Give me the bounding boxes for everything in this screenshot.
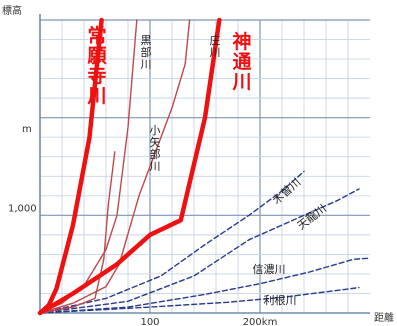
- x-tick-label: 200km: [243, 317, 278, 326]
- series-label-char: 矢: [150, 135, 161, 149]
- series-lines: [37, 17, 369, 316]
- x-tick-label: 100: [140, 317, 159, 326]
- series-label-char: 願: [87, 45, 107, 67]
- y-axis-title: 標高: [2, 4, 22, 17]
- series-label-char: 神: [232, 30, 251, 53]
- series-label-char: 通: [232, 51, 252, 73]
- series-line: [39, 257, 369, 314]
- series-label-char: 常: [87, 24, 106, 47]
- series-label-char: 川: [141, 58, 152, 71]
- series-label-char: 小: [150, 124, 161, 137]
- series-label: 信濃川: [253, 262, 286, 276]
- x-gridlines: [61, 20, 349, 313]
- series-label-char: 寺: [87, 65, 106, 87]
- series-line: [39, 151, 116, 314]
- series-label-char: 黒: [141, 34, 152, 47]
- series-line: [37, 17, 222, 316]
- y-axis-unit: m: [22, 124, 32, 135]
- series-label: 利根川: [264, 293, 297, 307]
- series-label-char: 庄: [210, 33, 221, 47]
- series-label-char: 部: [150, 147, 161, 161]
- series-line: [39, 170, 305, 314]
- y-gridlines: [40, 19, 370, 294]
- y-tick-label: 1,000: [8, 203, 37, 214]
- series-label-char: 川: [150, 160, 161, 173]
- series-line: [39, 188, 360, 314]
- series-line: [39, 286, 360, 314]
- series-label: 庄川: [210, 33, 221, 59]
- series-label-char: 川: [210, 46, 221, 59]
- series-label-char: 川: [231, 71, 251, 93]
- x-axis-title: 距離: [374, 311, 394, 324]
- series-line: [39, 19, 191, 314]
- series-label-char: 部: [141, 45, 152, 59]
- series-label-char: 川: [86, 85, 106, 107]
- series-label: 神通川: [231, 30, 252, 93]
- series-line: [39, 19, 138, 314]
- series-label: 黒部川: [141, 34, 152, 71]
